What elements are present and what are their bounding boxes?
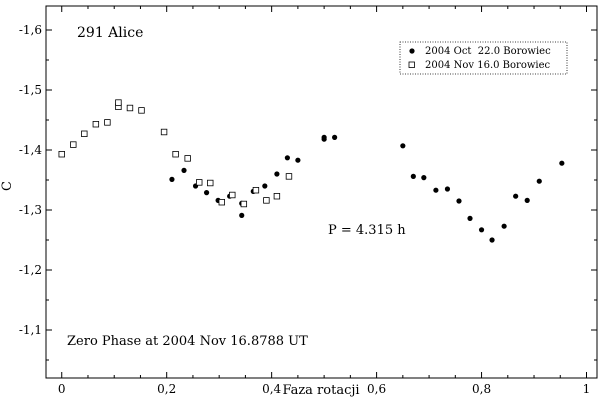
point-nov (115, 99, 122, 106)
point-oct (400, 143, 406, 149)
point-oct (421, 175, 427, 181)
point-nov (263, 197, 270, 204)
point-oct (284, 155, 290, 161)
y-tick-labels: -1,6 -1,5 -1,4 -1,3 -1,2 -1,1 (19, 23, 43, 337)
point-oct (513, 193, 519, 199)
zero-phase-annotation: Zero Phase at 2004 Nov 16.8788 UT (67, 334, 308, 349)
point-nov (196, 179, 203, 186)
y-tick-label: -1,4 (19, 143, 43, 157)
point-oct (295, 157, 301, 163)
y-tick-label: -1,2 (19, 263, 42, 277)
point-oct (467, 215, 473, 221)
point-oct (169, 176, 175, 182)
legend-marker-nov (408, 61, 415, 68)
point-oct (524, 197, 530, 203)
point-oct (274, 171, 280, 177)
period-annotation: P = 4.315 h (328, 223, 406, 238)
x-tick-label: 0,6 (367, 382, 386, 396)
point-nov (81, 130, 88, 137)
x-tick-labels: 0 0,2 0,4 0,6 0,8 1 (58, 382, 590, 396)
point-oct (332, 134, 338, 140)
point-oct (536, 178, 542, 184)
point-nov (240, 200, 248, 208)
chart-title: 291 Alice (77, 25, 143, 41)
point-nov (218, 198, 225, 206)
point-oct (203, 190, 210, 196)
point-oct (559, 160, 565, 166)
point-nov (252, 186, 260, 194)
legend-label-nov: 2004 Nov 16.0 Borowiec (425, 60, 551, 71)
point-oct (444, 186, 451, 192)
point-oct (410, 173, 416, 179)
point-oct (489, 237, 495, 243)
point-nov (160, 128, 168, 136)
legend-marker-oct (409, 48, 415, 54)
point-nov (172, 150, 179, 158)
data-points (58, 99, 565, 243)
y-tick-label: -1,6 (19, 23, 42, 37)
point-nov (184, 155, 191, 162)
point-nov (70, 141, 77, 148)
point-oct (478, 227, 485, 233)
point-nov (229, 191, 236, 199)
point-nov (138, 107, 145, 114)
point-nov (104, 119, 111, 126)
y-axis-title: C (0, 181, 15, 191)
point-nov (126, 104, 134, 112)
legend: 2004 Oct 22.0 Borowiec 2004 Nov 16.0 Bor… (399, 41, 568, 75)
point-oct (456, 198, 462, 204)
legend-box (399, 41, 568, 75)
y-tick-label: -1,5 (19, 83, 42, 97)
y-tick-label: -1,1 (19, 323, 42, 337)
axis-ticks (46, 6, 597, 378)
point-nov (207, 179, 214, 187)
y-tick-label: -1,3 (19, 203, 42, 217)
point-oct (433, 187, 439, 193)
plot-frame (45, 5, 598, 379)
x-tick-label: 0,8 (472, 382, 491, 396)
point-nov (285, 173, 293, 180)
point-oct (321, 134, 327, 140)
x-tick-label: 1 (583, 382, 591, 396)
point-oct (501, 223, 507, 229)
x-axis-title: Faza rotacji (282, 383, 359, 398)
point-oct (239, 212, 245, 218)
x-tick-label: 0 (58, 382, 66, 396)
point-nov (273, 192, 281, 200)
legend-label-oct: 2004 Oct 22.0 Borowiec (425, 46, 551, 57)
x-tick-label: 0,4 (262, 382, 281, 396)
point-oct (181, 167, 187, 173)
x-tick-label: 0,2 (157, 382, 176, 396)
point-oct (262, 183, 268, 189)
point-nov (58, 150, 65, 158)
point-nov (92, 121, 100, 128)
